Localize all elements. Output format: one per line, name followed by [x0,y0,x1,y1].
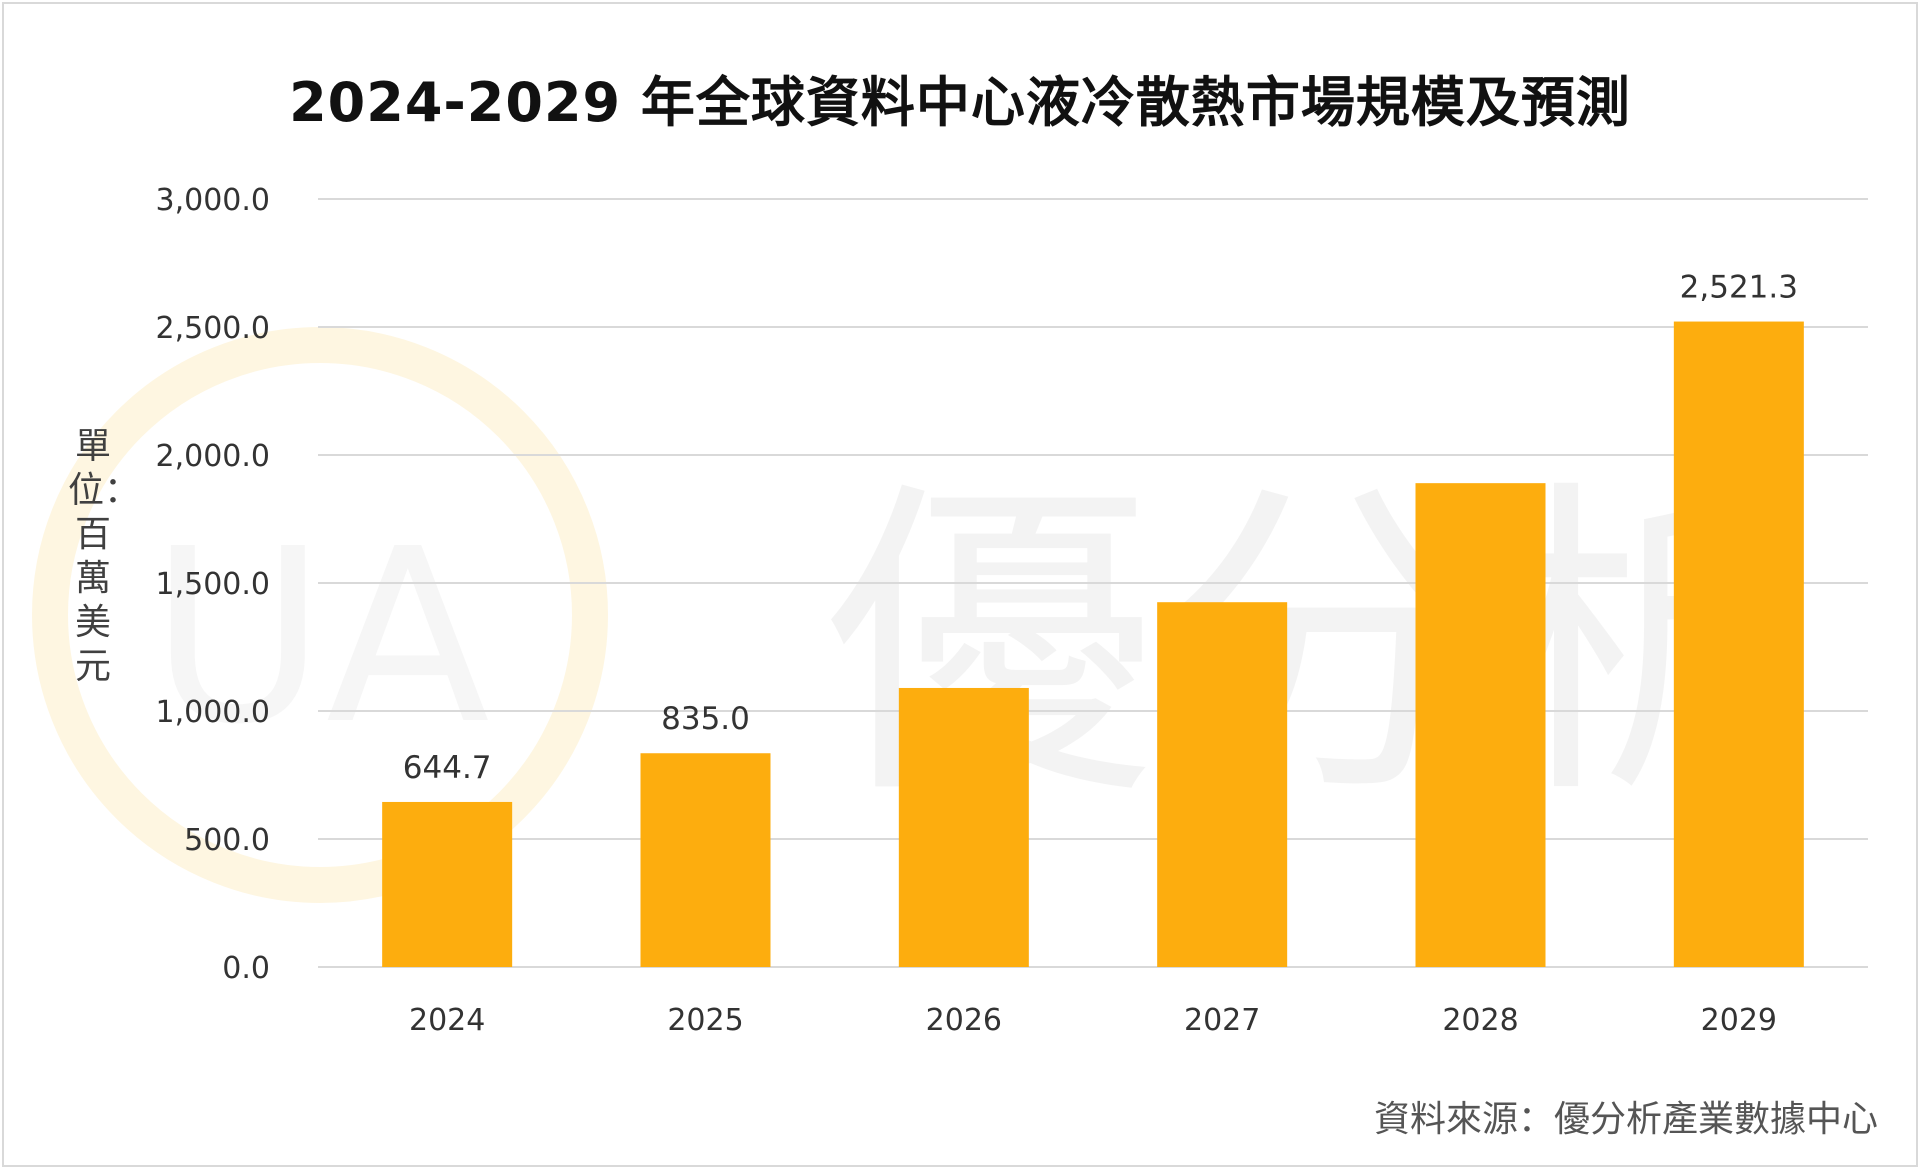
data-label-2025: 835.0 [661,701,750,737]
bar-2028 [1415,483,1546,967]
y-tick-label: 2,000.0 [155,439,270,474]
y-axis-unit-label: 單位：百萬美元 [68,426,141,687]
y-axis-tick-labels: 0.0 500.0 1,000.0 1,500.0 2,000.0 2,500.0 3,00… [155,183,270,986]
data-labels: 644.7 835.0 2,521.3 [403,270,1798,786]
x-tick-label: 2025 [667,1003,743,1038]
y-tick-label: 1,000.0 [155,695,270,730]
bar-2029 [1673,321,1804,967]
bar-2026 [898,687,1029,967]
x-tick-label: 2028 [1442,1003,1518,1038]
watermark-logo-text: UA [150,497,490,777]
x-axis-tick-labels: 2024 2025 2026 2027 2028 2029 [409,1003,1777,1038]
x-tick-label: 2024 [409,1003,485,1038]
gridlines [318,198,1868,968]
x-tick-label: 2029 [1701,1003,1777,1038]
watermark-logo-ring [32,327,608,903]
y-tick-label: 1,500.0 [155,567,270,602]
source-note: 資料來源：優分析產業數據中心 [1373,1099,1878,1140]
y-tick-label: 500.0 [184,823,270,858]
bar-2024 [382,801,513,967]
bar-2027 [1157,602,1288,967]
bars [382,321,1804,967]
data-label-2029: 2,521.3 [1680,270,1798,306]
y-tick-label: 2,500.0 [155,311,270,346]
x-tick-label: 2027 [1184,1003,1260,1038]
y-tick-label: 3,000.0 [155,183,270,218]
y-tick-label: 0.0 [222,951,270,986]
x-tick-label: 2026 [926,1003,1002,1038]
bar-2025 [640,753,771,967]
data-label-2024: 644.7 [403,750,492,786]
chart-title: 2024-2029 年全球資料中心液冷散熱市場規模及預測 [289,71,1631,134]
